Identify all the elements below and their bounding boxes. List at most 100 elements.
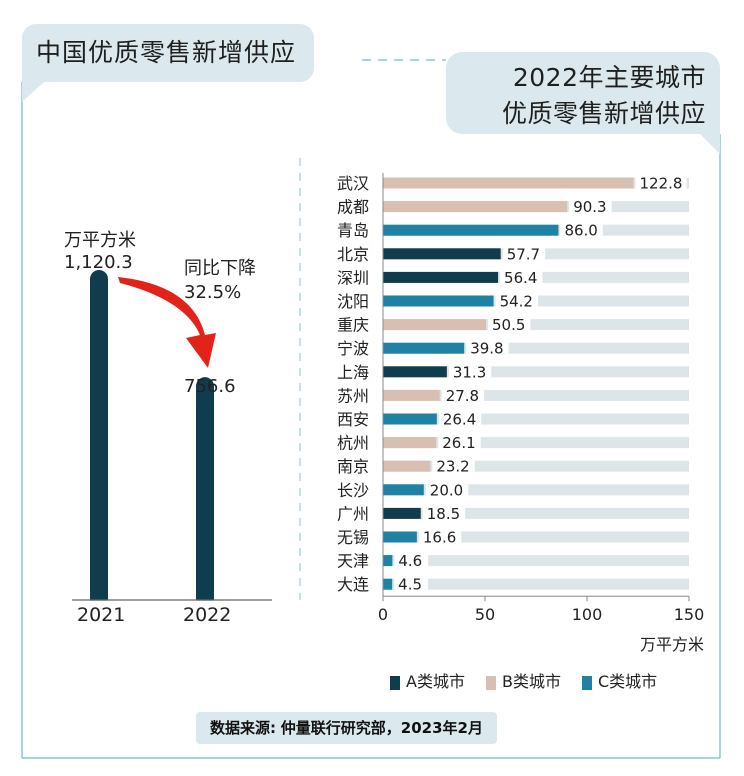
bar-上海 bbox=[383, 366, 447, 378]
category-label-西安: 西安 bbox=[337, 410, 369, 429]
bar-天津 bbox=[383, 555, 393, 567]
value-label-bg bbox=[394, 578, 428, 590]
value-label-bg bbox=[635, 177, 687, 189]
value-label-广州: 18.5 bbox=[427, 505, 460, 523]
value-label-bg bbox=[488, 319, 531, 331]
category-label-成都: 成都 bbox=[337, 198, 369, 217]
category-label-重庆: 重庆 bbox=[337, 316, 369, 335]
legend-swatch-c bbox=[582, 676, 592, 690]
value-label-bg bbox=[441, 389, 485, 401]
title-right-line1: 2022年主要城市 bbox=[512, 63, 706, 92]
legend-item-c: C类城市 bbox=[582, 671, 657, 693]
value-label-bg bbox=[569, 201, 612, 213]
bar-无锡 bbox=[383, 531, 417, 543]
value-label-bg bbox=[560, 224, 603, 236]
category-label-上海: 上海 bbox=[337, 363, 369, 382]
title-right-tail bbox=[700, 134, 720, 154]
x-tick-label-0: 0 bbox=[378, 605, 388, 624]
legend-item-a: A类城市 bbox=[390, 671, 465, 693]
bar-青岛 bbox=[383, 224, 559, 236]
category-label-宁波: 宁波 bbox=[337, 339, 369, 358]
bar-track bbox=[383, 342, 689, 354]
bar-track bbox=[383, 366, 689, 378]
annual-unit-label: 万平方米 bbox=[64, 230, 136, 251]
title-left-tail bbox=[22, 82, 44, 102]
value-label-bg bbox=[438, 413, 482, 425]
value-label-杭州: 26.1 bbox=[442, 434, 475, 452]
value-label-沈阳: 54.2 bbox=[500, 293, 533, 311]
bar-track bbox=[383, 531, 689, 543]
value-label-青岛: 86.0 bbox=[564, 222, 597, 240]
value-label-天津: 4.6 bbox=[398, 552, 422, 570]
value-label-宁波: 39.8 bbox=[470, 340, 503, 358]
value-label-bg bbox=[495, 295, 538, 307]
source-text: 仲量联行研究部，2023年2月 bbox=[280, 719, 483, 737]
bar-沈阳 bbox=[383, 295, 494, 307]
category-label-沈阳: 沈阳 bbox=[337, 292, 369, 311]
bar-西安 bbox=[383, 413, 437, 425]
value-label-北京: 57.7 bbox=[507, 245, 540, 263]
bar-杭州 bbox=[383, 437, 437, 449]
title-left: 中国优质零售新增供应 bbox=[22, 24, 315, 82]
legend-swatch-b bbox=[486, 676, 496, 690]
value-label-上海: 31.3 bbox=[453, 363, 486, 381]
value-label-苏州: 27.8 bbox=[446, 387, 479, 405]
source-label: 数据来源: bbox=[210, 719, 276, 737]
value-label-bg bbox=[466, 342, 509, 354]
bar-南京 bbox=[383, 460, 431, 472]
category-label-长沙: 长沙 bbox=[337, 481, 369, 500]
bar-广州 bbox=[383, 507, 421, 519]
annual-value-label-2022: 756.6 bbox=[184, 376, 236, 397]
value-label-长沙: 20.0 bbox=[430, 481, 463, 499]
category-label-深圳: 深圳 bbox=[337, 268, 369, 287]
source-note: 数据来源: 仲量联行研究部，2023年2月 bbox=[196, 712, 497, 744]
value-label-南京: 23.2 bbox=[436, 458, 469, 476]
value-label-大连: 4.5 bbox=[398, 576, 422, 594]
value-label-武汉: 122.8 bbox=[640, 175, 683, 193]
category-label-大连: 大连 bbox=[337, 575, 369, 594]
decline-label-line2: 32.5% bbox=[184, 282, 242, 303]
annual-supply-chart bbox=[60, 270, 280, 621]
bar-track bbox=[383, 460, 689, 472]
bar-大连 bbox=[383, 578, 393, 590]
category-label-武汉: 武汉 bbox=[337, 174, 369, 193]
legend-swatch-a bbox=[390, 676, 400, 690]
category-label-北京: 北京 bbox=[337, 245, 369, 264]
legend-label-a: A类城市 bbox=[406, 672, 465, 691]
value-label-bg bbox=[500, 271, 543, 283]
value-label-成都: 90.3 bbox=[573, 198, 606, 216]
bar-track bbox=[383, 484, 689, 496]
value-label-bg bbox=[432, 460, 475, 472]
bar-track bbox=[383, 389, 689, 401]
category-label-南京: 南京 bbox=[337, 457, 369, 476]
bar-长沙 bbox=[383, 484, 424, 496]
value-label-bg bbox=[448, 366, 492, 378]
category-label-青岛: 青岛 bbox=[337, 221, 369, 240]
value-label-bg bbox=[394, 555, 429, 567]
title-right-box: 2022年主要城市 优质零售新增供应 bbox=[446, 52, 720, 134]
value-label-重庆: 50.5 bbox=[492, 316, 525, 334]
bar-track bbox=[383, 413, 689, 425]
legend-item-b: B类城市 bbox=[486, 671, 561, 693]
value-label-bg bbox=[425, 484, 469, 496]
bar-成都 bbox=[383, 201, 568, 213]
value-label-bg bbox=[422, 507, 466, 519]
annual-category-2022: 2022 bbox=[183, 604, 232, 626]
city-supply-chart: 122.8 武汉 90.3 成都 86.0 青岛 57.7 北京 56.4 深圳 54.2 沈阳 50.… bbox=[337, 173, 704, 624]
annual-bar-base-mask bbox=[60, 600, 280, 621]
title-right-line2: 优质零售新增供应 bbox=[501, 99, 706, 128]
value-label-bg bbox=[502, 248, 546, 260]
decline-arrow-icon bbox=[118, 277, 216, 368]
value-label-bg bbox=[438, 437, 481, 449]
bar-宁波 bbox=[383, 342, 465, 354]
bar-track bbox=[383, 578, 689, 590]
value-label-深圳: 56.4 bbox=[504, 269, 537, 287]
bar-track bbox=[383, 437, 689, 449]
bar-track bbox=[383, 555, 689, 567]
bar-苏州 bbox=[383, 389, 440, 401]
bar-track bbox=[383, 319, 689, 331]
x-tick-label-100: 100 bbox=[572, 605, 603, 624]
bar-track bbox=[383, 507, 689, 519]
category-label-无锡: 无锡 bbox=[337, 528, 369, 547]
